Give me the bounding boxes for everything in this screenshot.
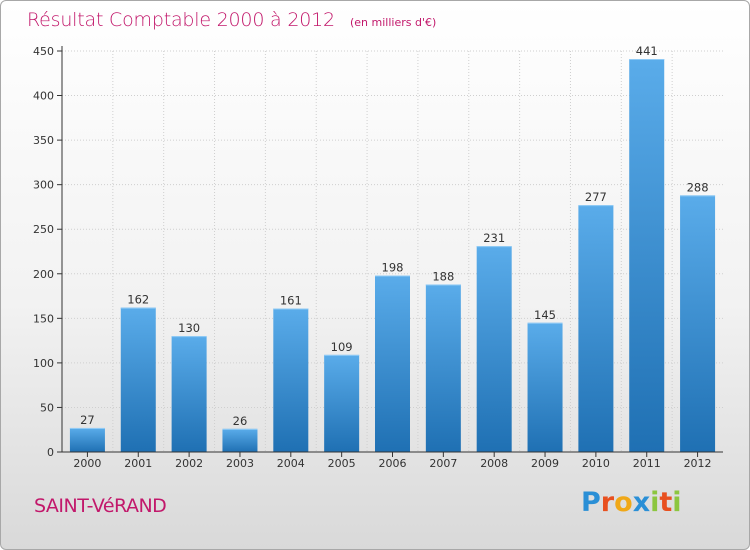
y-tick-label: 300 [33, 179, 54, 192]
data-label: 277 [585, 190, 607, 204]
bars [69, 59, 716, 453]
x-tick-label: 2000 [73, 457, 101, 470]
bar-2012 [680, 195, 716, 453]
logo-letter: x [632, 487, 651, 518]
axes [57, 46, 723, 457]
data-label: 188 [432, 269, 454, 283]
bar-2010 [578, 205, 614, 452]
chart-title: Résultat Comptable 2000 à 2012 (en milli… [27, 9, 436, 31]
x-tick-label: 2007 [429, 457, 457, 470]
y-tick-label: 150 [33, 312, 54, 325]
bar-2008 [476, 246, 512, 452]
proxiti-logo: Proxiti [581, 487, 682, 518]
bar-2009 [527, 322, 563, 452]
data-label: 145 [534, 308, 556, 322]
bar-2005 [324, 354, 360, 452]
data-label: 161 [280, 294, 302, 308]
bar-2002 [171, 336, 207, 452]
bar-2006 [375, 275, 410, 452]
data-label: 27 [80, 413, 95, 427]
x-tick-label: 2005 [328, 457, 356, 470]
logo-letter: i [672, 487, 682, 518]
y-tick-label: 250 [33, 223, 54, 236]
data-label: 288 [687, 180, 709, 194]
data-label: 162 [127, 293, 149, 307]
y-tick-label: 450 [33, 45, 54, 58]
logo-letter: i [650, 487, 660, 518]
x-tick-label: 2004 [277, 457, 305, 470]
bar-2011 [629, 59, 665, 453]
data-label: 198 [382, 261, 404, 275]
subtitle-text: (en milliers d'€) [349, 16, 437, 29]
bar-2001 [120, 307, 156, 452]
y-tick-label: 350 [33, 134, 54, 147]
data-label: 231 [483, 231, 505, 245]
y-tick-label: 400 [33, 90, 54, 103]
city-name: SAINT-VéRAND [34, 495, 167, 517]
bar-2004 [273, 308, 309, 452]
x-tick-label: 2012 [684, 457, 712, 470]
data-label: 441 [636, 44, 658, 58]
y-tick-label: 0 [47, 446, 54, 459]
x-tick-label: 2001 [124, 457, 152, 470]
labels: 0 50 100 150 200 250 300 350 400 450 27 2000 162 2001… [33, 44, 712, 470]
data-label: 130 [178, 321, 200, 335]
data-label: 109 [331, 340, 353, 354]
x-tick-label: 2011 [633, 457, 661, 470]
bar-2007 [425, 284, 461, 452]
x-tick-label: 2010 [582, 457, 610, 470]
x-tick-label: 2008 [480, 457, 508, 470]
y-tick-label: 200 [33, 268, 54, 281]
title-text: Résultat Comptable 2000 à 2012 [27, 9, 335, 31]
y-tick-label: 100 [33, 357, 54, 370]
bar-2000 [69, 427, 105, 452]
x-tick-label: 2003 [226, 457, 254, 470]
data-label: 26 [233, 414, 248, 428]
y-tick-label: 50 [40, 401, 54, 414]
logo-letter: P [581, 487, 601, 518]
logo-letter: o [614, 487, 633, 518]
x-tick-label: 2009 [531, 457, 559, 470]
logo-letter: r [600, 487, 615, 518]
bar-2003 [222, 428, 258, 452]
logo-letter: t [659, 487, 673, 518]
x-tick-label: 2002 [175, 457, 203, 470]
x-tick-label: 2006 [379, 457, 407, 470]
